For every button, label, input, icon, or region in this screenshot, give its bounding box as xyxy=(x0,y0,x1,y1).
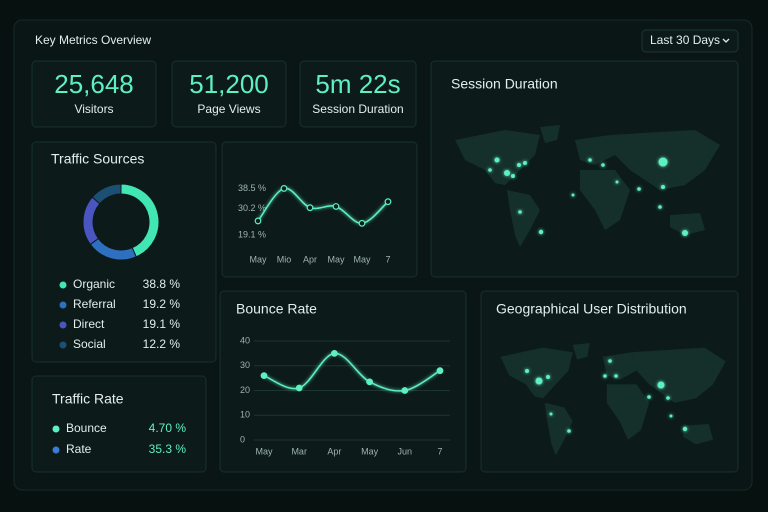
legend-dot xyxy=(59,341,67,349)
range-label[interactable]: Last 30 Days xyxy=(650,33,720,47)
row-value: 4.70 % xyxy=(149,421,187,435)
point xyxy=(332,203,340,210)
y-tick-label: 20 xyxy=(240,385,250,395)
y-tick-label: 30 xyxy=(240,360,250,370)
trend-card xyxy=(221,141,418,278)
y-tick-label: 38.5 % xyxy=(238,183,266,193)
x-tick-label: May xyxy=(361,446,379,456)
kpi-card xyxy=(171,60,287,128)
point xyxy=(254,217,262,225)
point xyxy=(260,372,268,380)
x-tick-label: May xyxy=(353,254,371,264)
point xyxy=(384,198,392,206)
map-dots xyxy=(488,157,688,236)
card-title: Bounce Rate xyxy=(236,301,317,317)
kpi-value: 51,200 xyxy=(189,69,269,99)
legend-value: 38.8 % xyxy=(143,277,181,291)
legend-value: 19.2 % xyxy=(143,297,181,311)
point xyxy=(331,349,338,357)
legend-dot xyxy=(59,301,67,309)
x-tick-label: Jun xyxy=(398,446,413,456)
map-title: Session Duration xyxy=(451,76,558,92)
range-dropdown[interactable] xyxy=(641,29,739,53)
point xyxy=(306,204,314,212)
row-label: Rate xyxy=(66,442,92,456)
outer-border xyxy=(13,19,753,491)
kpi-label: Visitors xyxy=(74,102,113,116)
x-tick-label: May xyxy=(327,254,345,264)
legend-label: Direct xyxy=(73,317,105,331)
card-title: Geographical User Distribution xyxy=(496,301,687,317)
point xyxy=(401,387,409,394)
y-tick-label: 40 xyxy=(240,335,250,345)
y-tick-label: 0 xyxy=(240,434,245,444)
kpi-card xyxy=(31,60,157,128)
point xyxy=(358,219,366,227)
y-tick-label: 19.1 % xyxy=(238,230,266,240)
page-title: Key Metrics Overview xyxy=(35,33,151,47)
dropdown-chevron xyxy=(722,38,730,43)
x-tick-label: 7 xyxy=(437,446,442,456)
point xyxy=(280,185,288,192)
map-dots xyxy=(525,359,688,433)
card-title: Traffic Sources xyxy=(51,151,144,167)
x-tick-label: May xyxy=(255,446,273,456)
x-tick-label: May xyxy=(249,254,267,264)
map-card xyxy=(430,60,739,278)
card-title: Traffic Rate xyxy=(52,391,124,407)
x-tick-label: Apr xyxy=(303,254,317,264)
point xyxy=(366,378,374,386)
row-value: 35.3 % xyxy=(149,442,187,456)
kpi-label: Page Views xyxy=(197,102,260,116)
geo-card xyxy=(480,290,739,473)
legend-label: Referral xyxy=(73,297,116,311)
x-tick-label: Mio xyxy=(277,254,292,264)
legend-dot xyxy=(59,321,67,329)
x-tick-label: Apr xyxy=(327,446,341,456)
y-tick-label: 10 xyxy=(240,410,250,420)
x-tick-label: 7 xyxy=(385,254,390,264)
legend-dot xyxy=(59,281,67,289)
legend-value: 19.1 % xyxy=(143,317,181,331)
point xyxy=(295,384,303,392)
kpi-card xyxy=(299,60,417,128)
legend-label: Social xyxy=(73,337,106,351)
legend-value: 12.2 % xyxy=(143,337,181,351)
point xyxy=(436,367,444,375)
legend-dot xyxy=(52,425,60,433)
legend-label: Organic xyxy=(73,277,115,291)
traffic-rate-card xyxy=(31,375,207,473)
x-tick-label: Mar xyxy=(291,446,307,456)
kpi-label: Session Duration xyxy=(312,102,403,116)
bounce-card xyxy=(219,290,467,473)
kpi-value: 5m 22s xyxy=(315,69,400,99)
y-tick-label: 30.2 % xyxy=(238,203,266,213)
legend-dot xyxy=(52,446,60,454)
row-label: Bounce xyxy=(66,421,107,435)
kpi-value: 25,648 xyxy=(54,69,134,99)
donut-slice xyxy=(91,183,122,205)
